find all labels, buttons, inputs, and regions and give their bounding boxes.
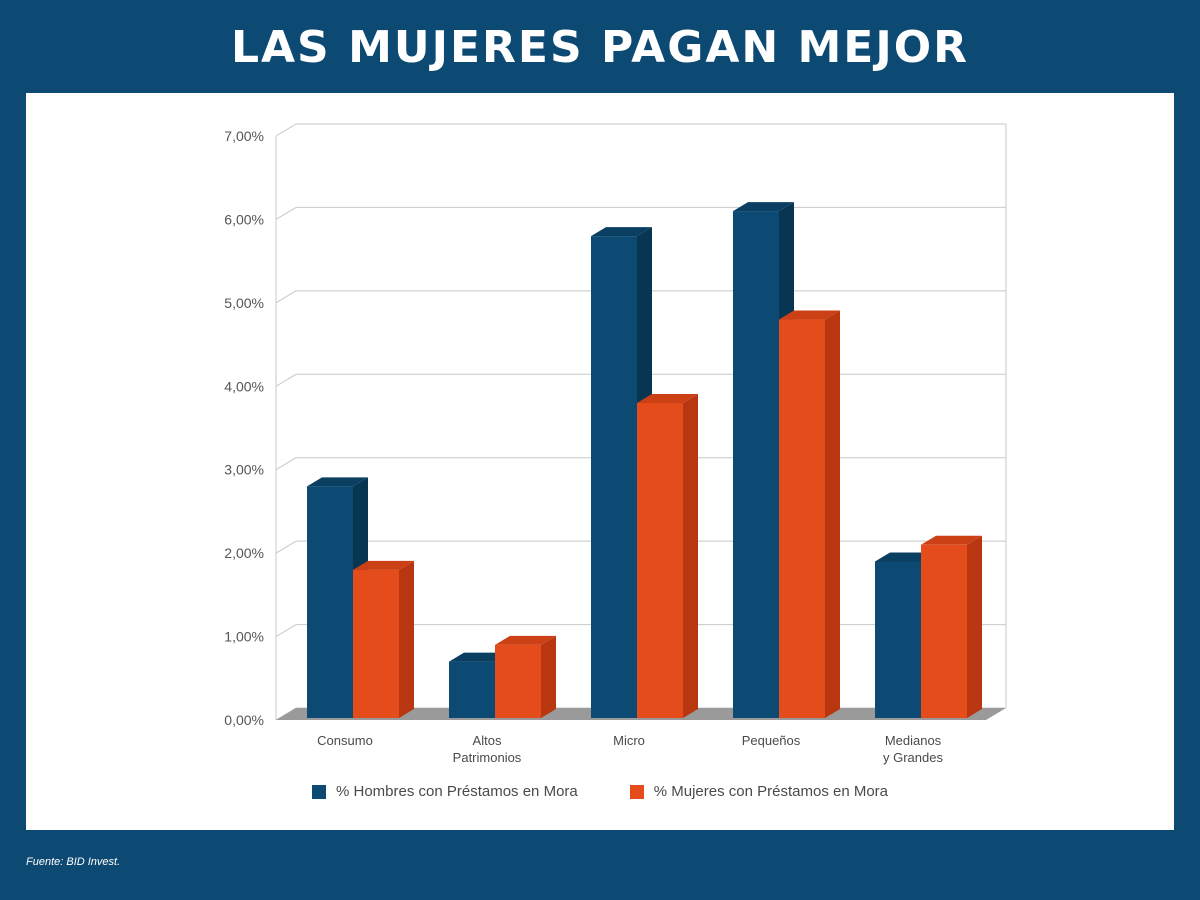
chart-title: LAS MUJERES PAGAN MEJOR bbox=[230, 22, 970, 73]
gridline-depth bbox=[275, 206, 297, 220]
bar-mujeres bbox=[353, 569, 399, 718]
bar-top bbox=[875, 552, 936, 562]
y-tick-label: 1,00% bbox=[224, 629, 264, 645]
bar-top bbox=[449, 652, 510, 662]
gridline-depth bbox=[275, 540, 297, 554]
x-tick-label: Patrimonios bbox=[453, 750, 522, 765]
bar-side bbox=[825, 310, 840, 718]
y-tick-label: 4,00% bbox=[224, 378, 264, 394]
legend-item-mujeres: % Mujeres con Préstamos en Mora bbox=[629, 783, 889, 800]
gridline-depth bbox=[275, 457, 297, 471]
bar-top bbox=[779, 310, 840, 320]
bar-mujeres bbox=[637, 402, 683, 718]
bar-hombres bbox=[733, 211, 779, 718]
y-tick-label: 5,00% bbox=[224, 295, 264, 311]
bar-chart: 0,00% 1,00% 2,00% 3,00% 4,00% 5,00% 6,00% 7,00%… bbox=[224, 123, 1007, 765]
bar-hombres bbox=[307, 486, 353, 718]
legend: % Hombres con Préstamos en Mora % Mujere… bbox=[26, 783, 1174, 800]
legend-label-mujeres: % Mujeres con Préstamos en Mora bbox=[653, 783, 889, 800]
bar-hombres bbox=[875, 561, 921, 718]
gridline-depth bbox=[275, 123, 297, 137]
bar-mujeres bbox=[495, 644, 541, 718]
gridline-depth bbox=[275, 373, 297, 387]
bar-top bbox=[495, 635, 556, 645]
y-tick-label: 2,00% bbox=[224, 545, 264, 561]
y-tick-label: 3,00% bbox=[224, 462, 264, 478]
bar-mujeres bbox=[921, 544, 967, 718]
bar-side bbox=[399, 560, 414, 718]
chart-panel: 0,00% 1,00% 2,00% 3,00% 4,00% 5,00% 6,00% 7,00%… bbox=[26, 93, 1174, 830]
legend-item-hombres: % Hombres con Préstamos en Mora bbox=[311, 783, 578, 800]
x-tick-label: Pequeños bbox=[742, 733, 801, 748]
bar-top bbox=[637, 393, 698, 403]
y-tick-label: 6,00% bbox=[224, 211, 264, 227]
bar-top bbox=[353, 560, 414, 570]
legend-swatch-mujeres bbox=[629, 784, 644, 799]
x-tick-label: Altos bbox=[473, 733, 502, 748]
source-note: Fuente: BID Invest. bbox=[26, 856, 121, 868]
y-tick-label: 7,00% bbox=[224, 128, 264, 144]
bar-hombres bbox=[449, 661, 495, 718]
bar-side bbox=[683, 393, 698, 718]
bar-hombres bbox=[591, 236, 637, 718]
legend-swatch-hombres bbox=[311, 784, 326, 799]
bar-top bbox=[921, 535, 982, 545]
legend-label-hombres: % Hombres con Préstamos en Mora bbox=[335, 783, 578, 800]
x-tick-label: Consumo bbox=[317, 733, 373, 748]
bar-mujeres bbox=[779, 319, 825, 718]
gridline-depth bbox=[275, 624, 297, 638]
bar-top bbox=[307, 477, 368, 487]
bar-side bbox=[541, 635, 556, 718]
bar-side bbox=[967, 535, 982, 718]
bar-top bbox=[591, 227, 652, 237]
gridline-depth bbox=[275, 290, 297, 304]
x-tick-label: Micro bbox=[613, 733, 645, 748]
x-tick-label: y Grandes bbox=[883, 750, 943, 765]
x-tick-label: Medianos bbox=[885, 733, 942, 748]
y-tick-label: 0,00% bbox=[224, 712, 264, 728]
bar-top bbox=[733, 202, 794, 212]
